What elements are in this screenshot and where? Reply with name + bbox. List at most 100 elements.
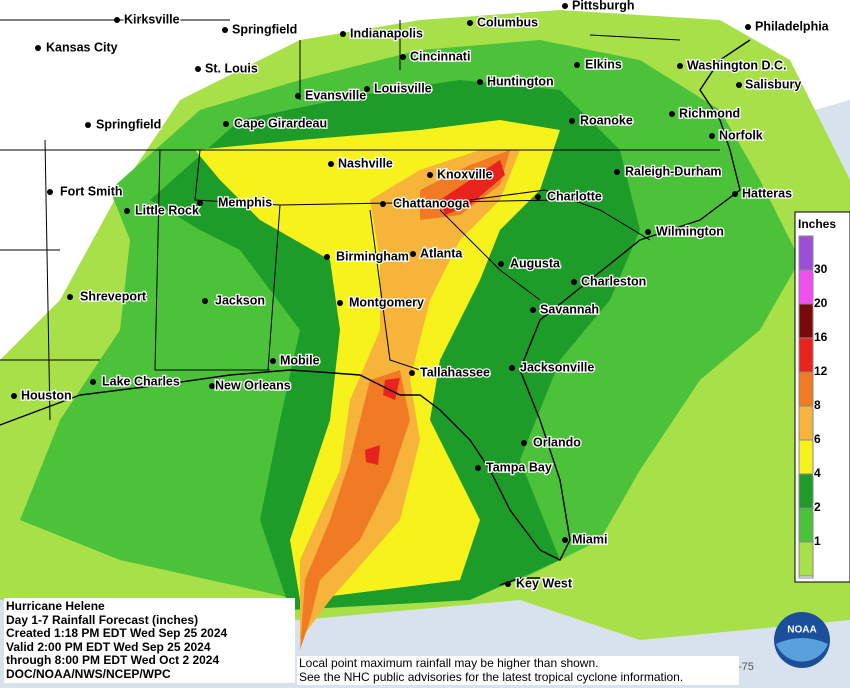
legend-label: 1 [814, 534, 821, 548]
city-label: St. Louis [205, 61, 258, 75]
city-dot [324, 254, 330, 260]
city-label: Salisbury [745, 77, 801, 91]
city-label: Jacksonville [520, 360, 594, 374]
city-label: Springfield [232, 22, 297, 36]
product-line: Valid 2:00 PM EDT Wed Sep 25 2024 [6, 639, 211, 654]
legend-swatch [798, 507, 814, 543]
city-label: Philadelphia [755, 19, 830, 33]
city-dot [124, 208, 130, 214]
city-dot [477, 79, 483, 85]
city-dot [509, 365, 515, 371]
city-dot [645, 229, 651, 235]
city-label: Columbus [477, 15, 538, 29]
city-label: Pittsburgh [572, 0, 635, 12]
city-dot [328, 161, 334, 167]
city-label: Cincinnati [410, 49, 470, 63]
city-dot [85, 122, 91, 128]
legend-swatch [798, 575, 814, 579]
city-label: Kirksville [124, 12, 180, 26]
city-label: Fort Smith [60, 184, 123, 198]
city-dot [732, 191, 738, 197]
legend-swatch [798, 371, 814, 407]
city-label: Louisville [374, 81, 432, 95]
legend-swatch [798, 473, 814, 509]
city-dot [745, 24, 751, 30]
legend-swatch [798, 235, 814, 271]
city-label: Kansas City [46, 40, 118, 54]
city-label: New Orleans [215, 378, 291, 392]
product-line: DOC/NOAA/NWS/NCEP/WPC [6, 666, 171, 681]
city-dot [562, 537, 568, 543]
city-label: Jackson [215, 293, 265, 307]
city-dot [467, 20, 473, 26]
city-dot [114, 17, 120, 23]
city-dot [709, 133, 715, 139]
footnote-line: See the NHC public advisories for the la… [299, 669, 684, 684]
city-dot [202, 298, 208, 304]
city-dot [475, 465, 481, 471]
city-label: Springfield [96, 117, 161, 131]
city-dot [197, 200, 203, 206]
legend-swatch [798, 269, 814, 305]
city-dot [498, 261, 504, 267]
city-dot [571, 279, 577, 285]
city-label: Richmond [679, 106, 740, 120]
legend-swatch [798, 405, 814, 441]
rain-8in [300, 150, 510, 650]
city-dot [223, 121, 229, 127]
city-dot [47, 189, 53, 195]
city-label: Indianapolis [350, 26, 423, 40]
city-label: Huntington [487, 74, 554, 88]
legend-swatch [798, 439, 814, 475]
city-label: Washington D.C. [687, 58, 787, 72]
city-label: Tampa Bay [486, 460, 552, 474]
city-label: Mobile [280, 353, 320, 367]
city-label: Key West [516, 576, 573, 590]
city-label: Nashville [338, 156, 393, 170]
city-dot [270, 358, 276, 364]
product-line: Created 1:18 PM EDT Wed Sep 25 2024 [6, 626, 228, 640]
city-label: Raleigh-Durham [625, 164, 722, 178]
city-dot [195, 66, 201, 72]
footnote: Local point maximum rainfall may be high… [297, 656, 739, 685]
city-dot [410, 251, 416, 257]
city-label: Wilmington [656, 224, 724, 238]
product-info: Hurricane Helene Day 1-7 Rainfall Foreca… [4, 598, 295, 683]
city-dot [614, 169, 620, 175]
legend-label: 12 [814, 364, 828, 378]
city-label: Montgomery [349, 295, 424, 309]
city-label: Shreveport [80, 289, 147, 303]
legend-label: 6 [814, 432, 821, 446]
city-dot [67, 294, 73, 300]
city-dot [337, 300, 343, 306]
city-dot [569, 118, 575, 124]
city-label: Houston [21, 388, 72, 402]
noaa-logo: NOAA [774, 612, 830, 668]
city-label: Tallahassee [420, 365, 490, 379]
city-label: Evansville [305, 88, 366, 102]
city-label: Augusta [510, 256, 561, 270]
city-dot [535, 194, 541, 200]
city-dot [677, 63, 683, 69]
legend-title: Inches [798, 217, 836, 231]
product-line: Day 1-7 Rainfall Forecast (inches) [6, 612, 199, 627]
city-dot [11, 393, 17, 399]
city-dot [340, 31, 346, 37]
city-labels: Kirksville Springfield Indianapolis Colu… [11, 0, 831, 592]
logo-text: NOAA [787, 625, 816, 636]
city-dot [400, 54, 406, 60]
city-label: Cape Girardeau [234, 116, 327, 130]
city-label: Elkins [585, 57, 622, 71]
city-label: Charleston [581, 274, 646, 288]
city-dot [409, 370, 415, 376]
city-dot [669, 111, 675, 117]
city-label: Lake Charles [102, 374, 180, 388]
city-label: Norfolk [719, 128, 763, 142]
legend-label: 8 [814, 398, 821, 412]
city-label: Miami [572, 532, 607, 546]
city-label: Orlando [533, 435, 581, 449]
city-dot [562, 3, 568, 9]
legend-label: 2 [814, 500, 821, 514]
city-label: Birmingham [336, 249, 409, 263]
city-dot [35, 45, 41, 51]
